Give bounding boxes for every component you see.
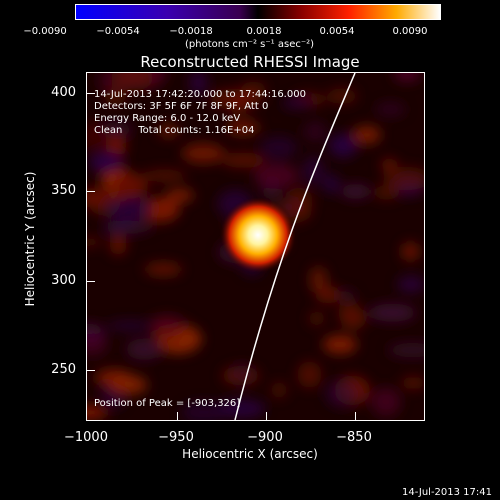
x-tick: −850 xyxy=(336,430,372,445)
noise-blob xyxy=(226,119,260,136)
y-tick: 400 xyxy=(51,85,76,100)
noise-blob xyxy=(110,73,154,92)
noise-blob xyxy=(338,301,362,326)
peak-position-label: Position of Peak = [-903,326] xyxy=(94,398,241,409)
noise-blob xyxy=(142,169,187,183)
noise-blob xyxy=(105,133,127,159)
noise-blob xyxy=(109,234,127,256)
rhessi-image xyxy=(87,73,424,420)
noise-blob xyxy=(253,163,299,188)
noise-blob xyxy=(297,361,322,389)
noise-blob xyxy=(323,335,357,354)
noise-blob xyxy=(326,88,358,104)
info-time-range: 14-Jul-2013 17:42:20.000 to 17:44:16.000 xyxy=(94,89,306,100)
colorbar-tick: −0.0054 xyxy=(96,26,140,37)
info-energy-range: Energy Range: 6.0 - 12.0 keV xyxy=(94,113,241,124)
noise-blob xyxy=(87,333,109,358)
x-tick: −950 xyxy=(158,430,194,445)
colorbar-tick: 0.0090 xyxy=(392,26,428,37)
plot-title: Reconstructed RHESSI Image xyxy=(140,53,360,71)
noise-blob xyxy=(302,155,325,186)
noise-blob xyxy=(166,188,194,202)
colorbar-units: (photons cm⁻² s⁻¹ asec⁻²) xyxy=(185,39,315,50)
colorbar xyxy=(75,4,441,20)
noise-blob xyxy=(158,124,180,138)
noise-blob xyxy=(89,151,123,173)
noise-blob xyxy=(373,185,399,200)
y-axis-label: Heliocentric Y (arcsec) xyxy=(23,171,37,307)
solar-limb xyxy=(234,73,356,420)
x-axis-label: Heliocentric X (arcsec) xyxy=(182,447,318,461)
noise-blob xyxy=(375,102,406,117)
noise-blob xyxy=(105,196,152,221)
noise-blob xyxy=(303,121,327,142)
noise-blob xyxy=(113,173,148,199)
noise-blob xyxy=(380,158,398,172)
noise-blob xyxy=(352,125,381,145)
noise-blob xyxy=(103,222,133,235)
noise-blob xyxy=(286,187,313,217)
noise-blob xyxy=(148,314,188,333)
noise-blob xyxy=(393,73,421,82)
noise-blob xyxy=(181,401,227,420)
noise-blob xyxy=(371,387,401,417)
image-plot xyxy=(86,72,425,421)
noise-blob xyxy=(270,381,288,399)
info-detectors: Detectors: 3F 5F 6F 7F 8F 9F, Att 0 xyxy=(94,101,269,112)
y-tick: 350 xyxy=(51,183,76,198)
x-tick: −1000 xyxy=(64,430,108,445)
noise-blob xyxy=(397,276,424,293)
noise-blob xyxy=(87,121,107,152)
noise-blob xyxy=(308,310,325,326)
noise-blob xyxy=(383,166,424,190)
noise-blob xyxy=(232,363,253,384)
noise-blob xyxy=(322,174,340,194)
noise-blob xyxy=(87,237,104,248)
noise-blob xyxy=(325,380,358,408)
colorbar-tick: −0.0090 xyxy=(23,26,67,37)
noise-blob xyxy=(189,73,208,95)
x-tick: −900 xyxy=(247,430,283,445)
noise-blob xyxy=(144,263,183,276)
y-tick: 250 xyxy=(51,362,76,377)
noise-blob xyxy=(329,133,358,158)
footer-timestamp: 14-Jul-2013 17:41 xyxy=(401,487,492,498)
noise-blob xyxy=(87,405,108,420)
noise-blob xyxy=(182,143,225,164)
noise-blob xyxy=(401,242,419,261)
info-clean-counts: Clean Total counts: 1.16E+04 xyxy=(94,125,255,136)
noise-blob xyxy=(387,342,424,358)
noise-blob xyxy=(103,88,127,105)
noise-blob xyxy=(99,122,133,138)
noise-blob xyxy=(309,266,328,293)
noise-blob xyxy=(107,374,148,395)
noise-blob xyxy=(401,376,424,390)
noise-blob xyxy=(221,152,266,168)
noise-blob xyxy=(260,136,298,160)
colorbar-tick: −0.0018 xyxy=(169,26,213,37)
noise-blob xyxy=(106,320,154,332)
noise-blob xyxy=(209,88,261,110)
noise-blob xyxy=(368,303,416,322)
noise-blob xyxy=(217,399,266,418)
noise-blob xyxy=(126,338,163,361)
colorbar-tick: 0.0018 xyxy=(246,26,282,37)
noise-blob xyxy=(282,96,313,110)
y-tick: 300 xyxy=(51,273,76,288)
colorbar-tick: 0.0054 xyxy=(319,26,355,37)
peak-source xyxy=(220,197,296,273)
noise-blob xyxy=(340,183,371,199)
